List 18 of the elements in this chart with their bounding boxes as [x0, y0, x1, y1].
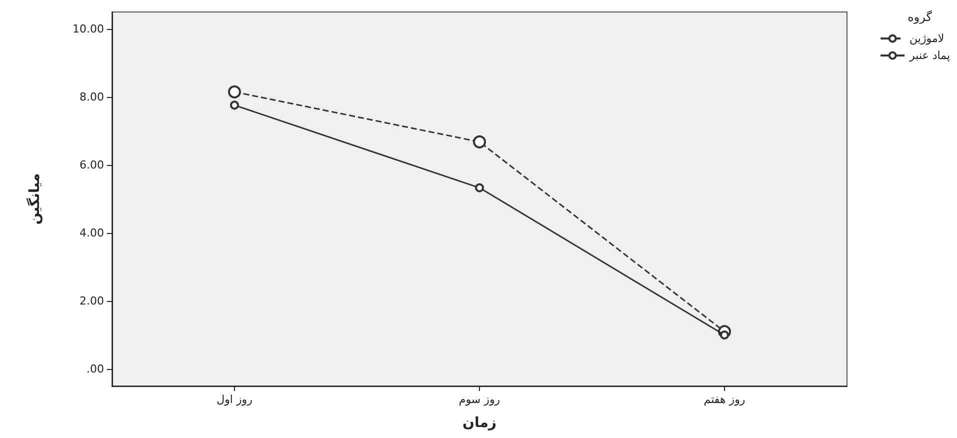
y-tick-label: 8.00	[80, 90, 104, 104]
y-tick-label: 6.00	[80, 158, 104, 172]
y-axis-title: میانگین	[26, 173, 43, 225]
x-tick-label: روز اول	[216, 393, 252, 406]
point	[475, 183, 484, 192]
legend-title: گروه	[908, 10, 932, 24]
point	[473, 135, 486, 148]
point	[228, 85, 241, 98]
legend-label: پماد عنبر	[908, 49, 950, 62]
y-tick-label: 2.00	[80, 294, 104, 308]
x-axis-title: زمان	[462, 415, 496, 431]
x-tick-label: روز سوم	[458, 393, 500, 406]
y-tick-label: .00	[86, 362, 104, 376]
point	[230, 100, 239, 110]
x-tick-label: روز هفتم	[704, 393, 746, 406]
y-tick-label: 10.00	[72, 22, 104, 36]
legend-label: لاموژین	[910, 32, 944, 45]
y-tick-label: 4.00	[80, 226, 104, 240]
